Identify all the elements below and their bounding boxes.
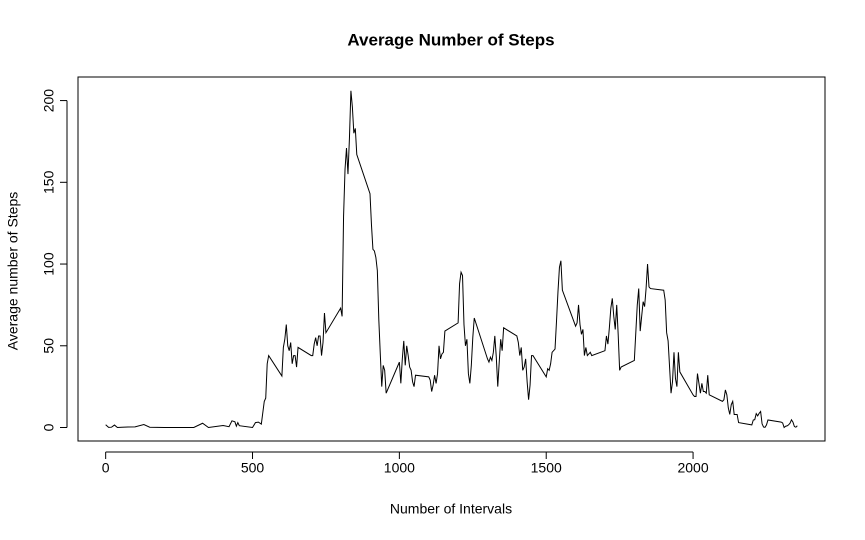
data-line (105, 90, 798, 429)
chart-title: Average Number of Steps (347, 30, 554, 49)
plot-box (77, 76, 826, 442)
y-tick-label: 150 (41, 170, 57, 194)
y-tick-label: 200 (41, 89, 57, 113)
y-axis-label: Average number of Steps (5, 192, 21, 351)
x-tick-label: 1500 (531, 460, 562, 476)
y-tick-label: 0 (41, 423, 57, 431)
x-tick-label: 2000 (677, 460, 708, 476)
y-tick-label: 50 (41, 338, 57, 354)
x-tick-label: 1000 (384, 460, 415, 476)
x-axis-label: Number of Intervals (390, 501, 512, 517)
x-tick-label: 0 (102, 460, 110, 476)
x-tick-label: 500 (241, 460, 265, 476)
y-tick-label: 100 (41, 252, 57, 276)
